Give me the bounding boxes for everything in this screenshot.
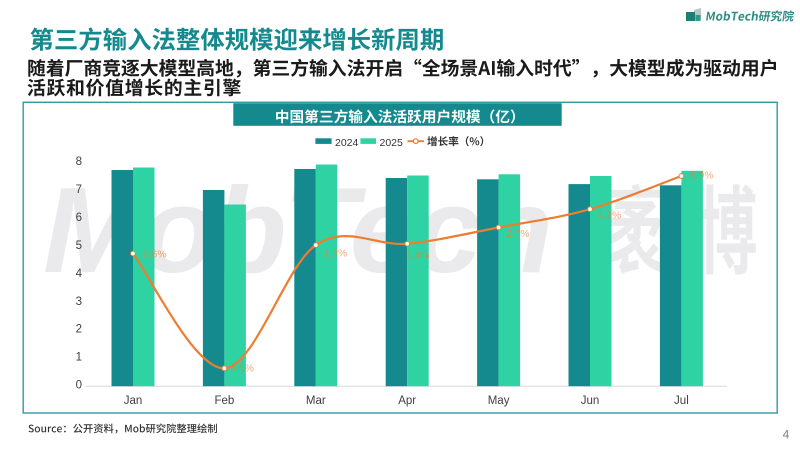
svg-text:4: 4: [783, 428, 790, 442]
svg-text:3: 3: [76, 296, 82, 308]
svg-text:6.9%: 6.9%: [690, 171, 713, 182]
svg-text:Jun: Jun: [581, 395, 600, 407]
svg-text:Jan: Jan: [124, 395, 143, 407]
svg-text:4.2%: 4.2%: [598, 210, 621, 221]
svg-text:0.6%: 0.6%: [143, 250, 166, 261]
svg-text:Apr: Apr: [398, 395, 416, 407]
svg-text:0: 0: [76, 380, 82, 392]
svg-text:2024: 2024: [335, 137, 359, 149]
svg-text:Jul: Jul: [674, 395, 689, 407]
svg-text:Feb: Feb: [214, 395, 234, 407]
svg-text:Mar: Mar: [306, 395, 326, 407]
svg-text:7: 7: [76, 184, 82, 196]
svg-text:2025: 2025: [380, 137, 404, 149]
svg-text:1.4%: 1.4%: [406, 251, 429, 262]
svg-text:-8.5%: -8.5%: [227, 364, 254, 375]
svg-text:8: 8: [76, 156, 82, 168]
svg-text:4: 4: [76, 268, 83, 280]
svg-text:1: 1: [76, 352, 82, 364]
svg-text:6: 6: [76, 212, 82, 224]
svg-text:May: May: [488, 395, 510, 407]
svg-text:2: 2: [76, 324, 82, 336]
svg-text:2.7%: 2.7%: [506, 229, 529, 240]
svg-text:5: 5: [76, 240, 82, 252]
svg-text:1.3%: 1.3%: [324, 249, 347, 260]
